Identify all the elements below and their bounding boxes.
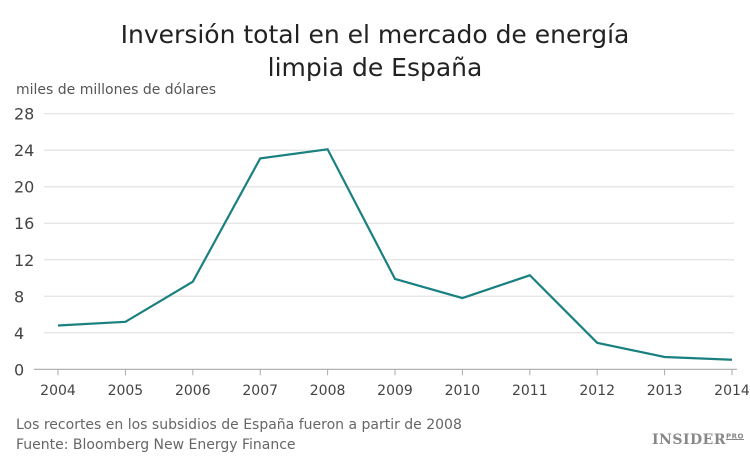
x-tick-label: 2009 xyxy=(377,383,413,399)
chart-title-line-2: limpia de España xyxy=(267,53,483,82)
chart-footer: Los recortes en los subsidios de España … xyxy=(16,415,462,455)
footnote: Los recortes en los subsidios de España … xyxy=(16,417,462,433)
y-tick-label: 4 xyxy=(14,324,24,343)
data-line xyxy=(57,148,733,361)
y-tick-label: 16 xyxy=(14,214,34,233)
x-tick-label: 2010 xyxy=(445,383,481,399)
source: Fuente: Bloomberg New Energy Finance xyxy=(16,437,296,453)
x-tick-label: 2006 xyxy=(175,383,211,399)
y-tick-label: 8 xyxy=(14,287,24,306)
logo-sup: PRO xyxy=(725,432,744,441)
y-tick-label: 28 xyxy=(14,105,34,124)
x-tick-label: 2014 xyxy=(714,383,750,399)
x-tick-label: 2005 xyxy=(108,383,144,399)
x-tick-label: 2011 xyxy=(512,383,548,399)
x-tick-label: 2012 xyxy=(579,383,615,399)
y-tick-label: 20 xyxy=(14,178,34,197)
insider-pro-logo: INSIDERPRO xyxy=(652,432,744,448)
x-tick-label: 2013 xyxy=(647,383,683,399)
logo-text: INSIDER xyxy=(652,432,726,448)
chart-title: Inversión total en el mercado de energía… xyxy=(0,18,750,84)
x-tick-label: 2004 xyxy=(40,383,76,399)
x-tick-label: 2008 xyxy=(310,383,346,399)
y-axis-label: miles de millones de dólares xyxy=(16,82,217,98)
chart-title-line-1: Inversión total en el mercado de energía xyxy=(120,20,630,49)
x-tick-label: 2007 xyxy=(242,383,278,399)
y-tick-label: 0 xyxy=(14,360,24,379)
y-tick-label: 12 xyxy=(14,251,34,270)
y-tick-label: 24 xyxy=(14,141,34,160)
